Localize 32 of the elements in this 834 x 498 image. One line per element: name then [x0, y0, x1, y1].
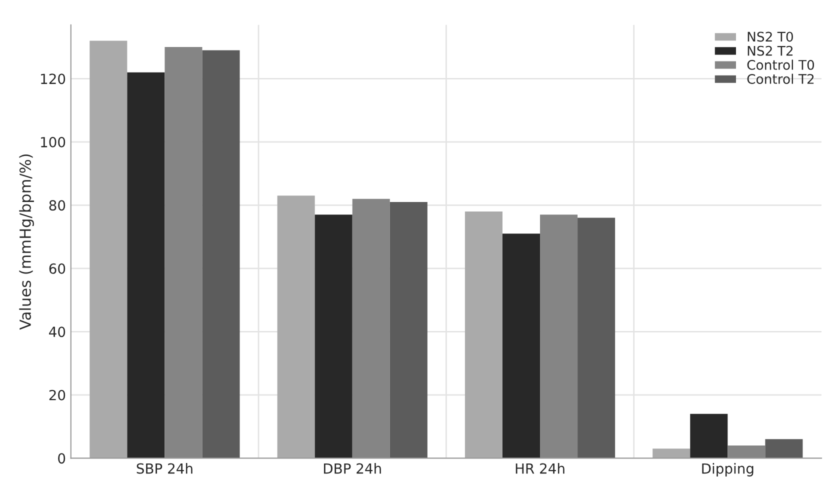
legend-label: Control T0	[747, 60, 814, 70]
y-tick-label: 80	[49, 200, 66, 211]
legend-label: NS2 T0	[748, 32, 793, 42]
bar	[690, 414, 728, 458]
bar	[277, 196, 315, 458]
y-tick-label: 120	[41, 74, 66, 84]
y-tick-label: 0	[58, 453, 66, 464]
bar	[390, 202, 428, 458]
bar	[502, 234, 540, 458]
legend-label: Control T2	[747, 74, 814, 84]
bar	[464, 211, 502, 458]
x-tick-label: DBP 24h	[324, 463, 381, 474]
legend-label: NS2 T2	[748, 46, 793, 56]
bar	[202, 50, 240, 458]
x-tick-label: SBP 24h	[136, 463, 192, 474]
y-axis-title: Values (mmHg/bpm/%)	[19, 154, 34, 330]
bar	[765, 439, 803, 458]
bar	[652, 448, 690, 458]
bar	[540, 214, 578, 458]
bar	[352, 198, 390, 458]
bar	[578, 218, 616, 458]
x-tick-label: Dipping	[702, 463, 754, 476]
y-tick-label: 40	[49, 326, 66, 338]
y-tick-label: 20	[49, 390, 66, 400]
bar	[164, 47, 202, 458]
y-tick-label: 100	[41, 136, 66, 148]
bar	[90, 40, 128, 458]
bar	[314, 214, 352, 458]
x-tick-label: HR 24h	[516, 463, 564, 474]
bar	[127, 72, 165, 458]
bar	[728, 446, 766, 458]
y-tick-label: 60	[49, 263, 66, 274]
